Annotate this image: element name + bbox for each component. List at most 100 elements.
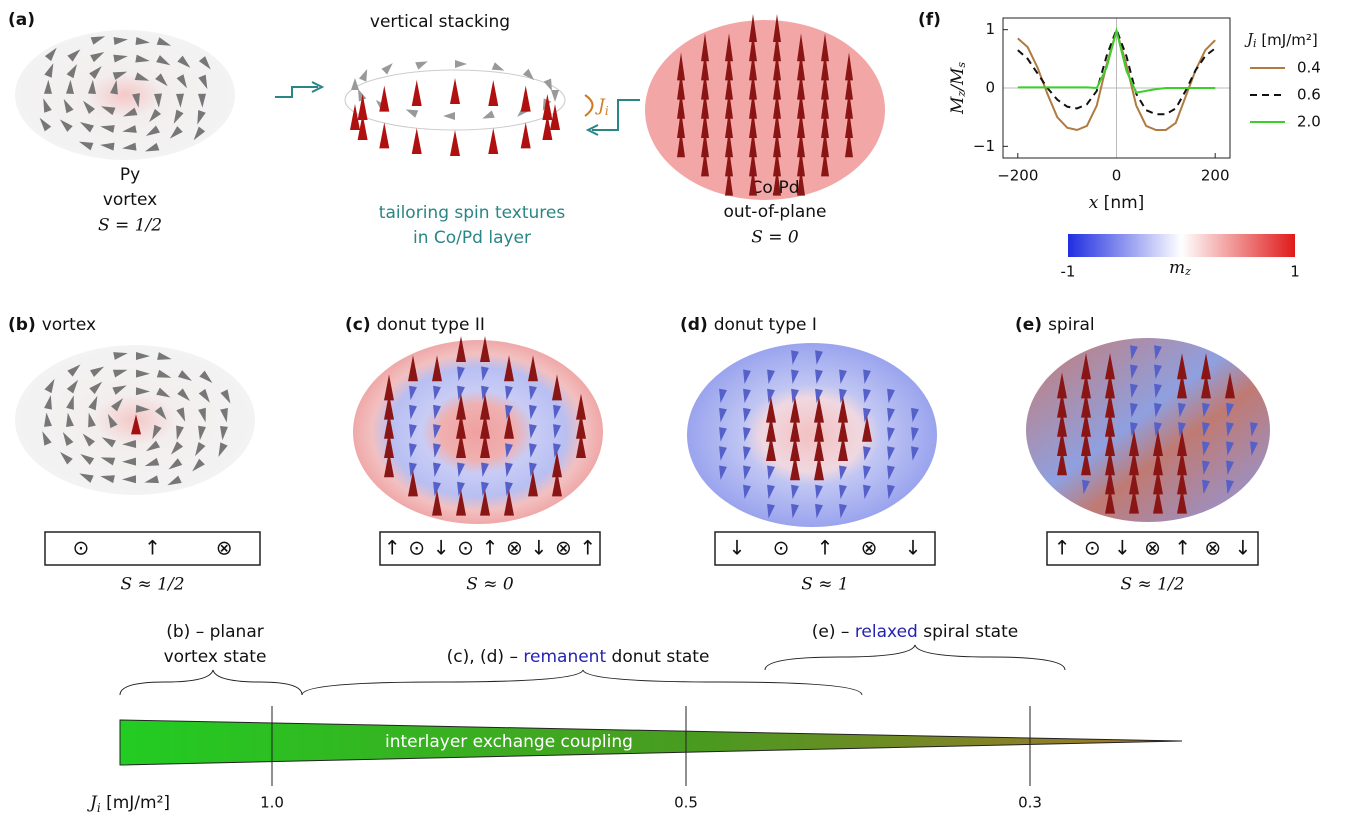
spin-cone bbox=[357, 94, 368, 121]
spin-symbol: ↑ bbox=[579, 536, 596, 560]
colorbar-min: -1 bbox=[1061, 263, 1076, 281]
spin-symbol: ↓ bbox=[1114, 536, 1131, 560]
spin-cone bbox=[845, 90, 853, 119]
spin-cone bbox=[220, 389, 231, 404]
s-value: S ≈ 0 bbox=[466, 575, 514, 595]
spin-cone bbox=[542, 113, 553, 140]
configuration-box bbox=[379, 531, 601, 566]
spin-symbol: ⊗ bbox=[506, 536, 523, 560]
spin-cone bbox=[529, 462, 537, 477]
spin-cone bbox=[1202, 402, 1210, 418]
y-tick-label: −1 bbox=[973, 137, 995, 155]
stacking-label: vertical stacking bbox=[370, 12, 510, 32]
spin-cone bbox=[797, 110, 805, 138]
spin-cone bbox=[863, 484, 871, 500]
spin-cone bbox=[457, 366, 465, 381]
spin-cone bbox=[815, 369, 823, 384]
spin-cone bbox=[450, 78, 460, 104]
spin-cone bbox=[156, 387, 171, 398]
spin-cone bbox=[1081, 430, 1091, 456]
spin-cone bbox=[488, 128, 499, 155]
spin-cone bbox=[701, 110, 709, 138]
spin-cone bbox=[144, 457, 160, 467]
spin-cone bbox=[552, 374, 562, 401]
spin-cone bbox=[90, 36, 106, 45]
spin-cone bbox=[481, 366, 489, 381]
spin-cone bbox=[154, 406, 167, 420]
spin-symbol: ↑ bbox=[1054, 536, 1071, 560]
spin-cone bbox=[1154, 383, 1162, 399]
panel-label: (f) bbox=[918, 10, 941, 30]
spin-cone bbox=[88, 79, 96, 95]
spin-symbol: ⊗ bbox=[1204, 536, 1221, 560]
spin-cone bbox=[1153, 468, 1163, 495]
spin-cone bbox=[815, 503, 823, 519]
spin-cone bbox=[701, 52, 709, 81]
spin-symbol: ↑ bbox=[817, 536, 834, 560]
spin-cone bbox=[1105, 449, 1115, 476]
spin-cone bbox=[1129, 449, 1139, 476]
spin-cone bbox=[701, 90, 709, 119]
spin-cone bbox=[505, 462, 513, 477]
spin-cone bbox=[1178, 402, 1186, 418]
spin-cone bbox=[773, 148, 781, 177]
spin-cone bbox=[1202, 441, 1210, 456]
spin-cone bbox=[887, 407, 895, 423]
spin-cone bbox=[480, 393, 490, 420]
spin-cone bbox=[170, 441, 184, 455]
spin-cone bbox=[838, 396, 848, 423]
spin-cone bbox=[719, 446, 727, 461]
spin-symbol: ↑ bbox=[144, 536, 161, 560]
spin-cone bbox=[1129, 487, 1139, 514]
spin-cone bbox=[743, 388, 751, 404]
spin-cone bbox=[177, 388, 191, 401]
spin-cone bbox=[384, 451, 394, 478]
spin-cone bbox=[66, 395, 74, 410]
range-text: donut state bbox=[606, 647, 709, 667]
panel-title: (b) vortex bbox=[8, 315, 96, 335]
spin-cone bbox=[1105, 468, 1115, 495]
spin-cone bbox=[168, 458, 183, 470]
spin-cone bbox=[725, 90, 733, 119]
spin-cone bbox=[814, 396, 824, 423]
spin-cone bbox=[1226, 422, 1234, 437]
spin-symbol: ↓ bbox=[729, 536, 746, 560]
spin-cone bbox=[528, 355, 538, 382]
spin-cone bbox=[131, 414, 141, 435]
spin-cone bbox=[790, 454, 800, 481]
configuration-box bbox=[714, 531, 936, 566]
spin-cone bbox=[218, 442, 228, 457]
spin-cone bbox=[719, 388, 727, 404]
spin-cone bbox=[791, 484, 799, 500]
x-tick-label: 0 bbox=[1112, 167, 1122, 185]
spin-cone bbox=[199, 370, 213, 383]
spin-cone bbox=[821, 33, 829, 62]
spin-cone bbox=[1153, 430, 1163, 456]
spin-cone bbox=[1130, 345, 1138, 360]
spin-cone bbox=[1081, 372, 1091, 399]
y-tick-label: 0 bbox=[985, 79, 995, 97]
spin-cone bbox=[415, 61, 428, 70]
panel-label: (a) bbox=[8, 10, 35, 30]
spin-cone bbox=[529, 404, 537, 420]
spin-cone bbox=[39, 117, 52, 132]
spin-cone bbox=[79, 473, 94, 483]
spin-cone bbox=[797, 71, 805, 100]
spin-cone bbox=[766, 435, 776, 461]
spin-cone bbox=[725, 33, 733, 62]
scale-tick-label: 0.5 bbox=[674, 794, 698, 812]
unit: [nm] bbox=[1098, 193, 1144, 213]
spin-cone bbox=[145, 125, 160, 136]
spin-cone bbox=[122, 440, 137, 448]
spin-cone bbox=[122, 125, 137, 133]
spin-cone bbox=[542, 94, 553, 121]
spin-cone bbox=[1153, 449, 1163, 476]
spin-cone bbox=[749, 33, 757, 62]
spin-cone bbox=[773, 71, 781, 100]
spin-cone bbox=[381, 63, 393, 75]
spin-cone bbox=[432, 355, 442, 382]
spin-cone bbox=[863, 446, 871, 461]
panel-title: (c) donut type II bbox=[345, 315, 485, 335]
spin-cone bbox=[44, 63, 54, 78]
spin-cone bbox=[839, 388, 847, 404]
